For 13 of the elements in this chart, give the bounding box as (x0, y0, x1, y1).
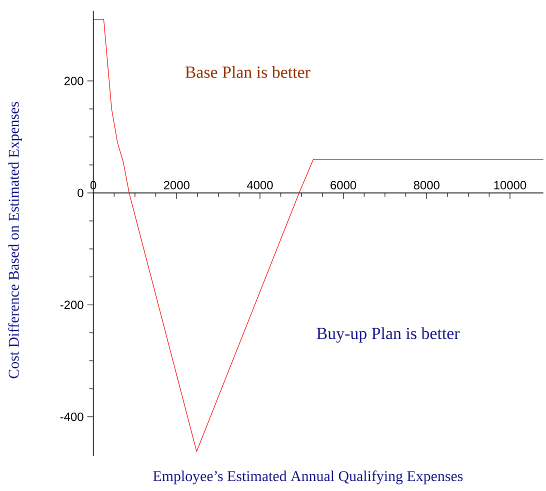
annotation: Buy-up Plan is better (316, 327, 460, 343)
y-tick-label: -400 (60, 412, 84, 422)
y-tick-label: -200 (60, 300, 84, 310)
y-tick-label: 200 (64, 76, 84, 86)
y-tick-label: 0 (78, 188, 84, 198)
x-tick-label: 4000 (246, 180, 273, 190)
x-tick-label: 10000 (494, 180, 526, 190)
x-tick-label: 8000 (414, 180, 440, 190)
x-tick-label: 6000 (330, 180, 356, 190)
x-axis-title: Employee’s Estimated Annual Qualifying Expenses (153, 470, 463, 484)
y-axis-title: Cost Difference Based on Estimated Expenses (8, 102, 22, 378)
x-tick-label: 2000 (164, 180, 190, 190)
annotation: Base Plan is better (185, 66, 310, 78)
